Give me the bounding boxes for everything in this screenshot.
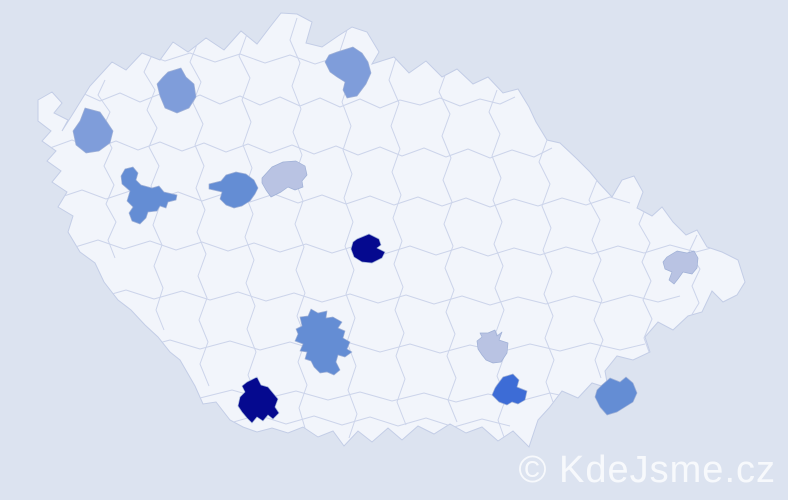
district-south-bohemia[interactable] <box>294 308 353 376</box>
district-vysocina-pale[interactable] <box>476 329 509 364</box>
district-north-bohemia[interactable] <box>324 46 372 99</box>
district-borders <box>49 17 716 441</box>
country-outline <box>37 12 746 448</box>
highlighted-districts <box>72 46 699 424</box>
district-northeast-pale[interactable] <box>662 250 699 285</box>
district-central-pale[interactable] <box>261 160 308 198</box>
district-central-navy[interactable] <box>350 233 386 264</box>
watermark: © KdeJsme.cz <box>518 449 776 491</box>
district-pilsen-area[interactable] <box>120 166 178 225</box>
district-west-bohemia[interactable] <box>72 107 114 154</box>
district-south-navy[interactable] <box>237 376 280 424</box>
district-central-west[interactable] <box>208 171 259 209</box>
district-southeast-moravia[interactable] <box>594 376 638 416</box>
district-northwest-bohemia[interactable] <box>156 67 197 114</box>
district-south-moravia[interactable] <box>491 373 528 406</box>
